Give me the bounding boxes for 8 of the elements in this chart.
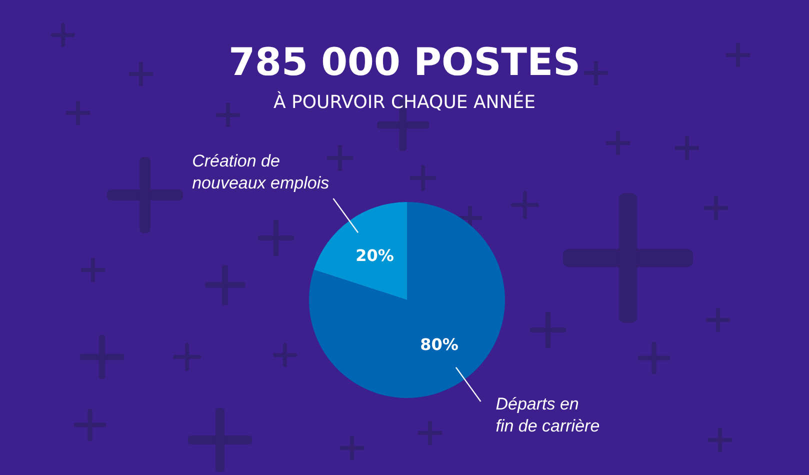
data-label: 80% <box>420 335 458 354</box>
chart-title: 785 000 POSTES <box>228 40 580 84</box>
pie-slice <box>309 202 505 398</box>
pie-slice <box>314 202 407 300</box>
slice-label: Création de nouveaux emplois <box>192 152 330 193</box>
data-label: 20% <box>356 246 394 266</box>
slice-label: Départs en fin de carrière <box>496 394 600 436</box>
chart-subtitle: À POURVOIR CHAQUE ANNÉE <box>274 91 536 113</box>
